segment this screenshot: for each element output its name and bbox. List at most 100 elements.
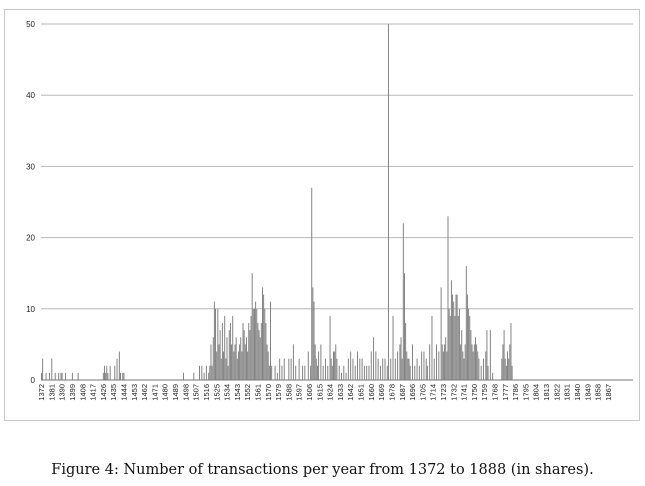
x-tick-label: 1381 [47, 384, 56, 401]
bar-1656 [366, 365, 368, 380]
x-tick-label: 1795 [521, 384, 530, 401]
bar-1636 [343, 365, 345, 380]
bar-1744 [466, 294, 468, 380]
bar-1582 [281, 365, 283, 380]
bar-1530 [221, 323, 223, 380]
bar-1555 [250, 315, 252, 380]
bar-1630 [336, 358, 338, 380]
bar-1538 [231, 344, 233, 380]
bar-1704 [421, 351, 423, 380]
bar-1715 [433, 358, 435, 380]
bar-1528 [219, 330, 221, 380]
bar-1532 [224, 315, 226, 380]
bar-1443 [122, 372, 124, 380]
bar-1436 [114, 365, 116, 380]
bars [41, 24, 513, 380]
bar-1556 [251, 273, 253, 380]
bar-1694 [409, 365, 411, 380]
bar-1743 [465, 266, 467, 380]
bar-1540 [233, 351, 235, 380]
bar-1561 [257, 323, 259, 380]
y-tick-label: 10 [26, 305, 35, 314]
bar-1602 [304, 365, 306, 380]
x-tick-label: 1705 [418, 384, 427, 401]
bar-1428 [105, 372, 107, 380]
bar-1764 [489, 330, 491, 380]
bar-1654 [363, 365, 365, 380]
bar-1496 [182, 372, 184, 380]
bar-1573 [271, 365, 273, 380]
bar-1779 [507, 351, 509, 380]
x-tick-label: 1777 [501, 384, 510, 401]
bar-1687 [401, 358, 403, 380]
bar-1752 [476, 344, 478, 380]
bar-1719 [438, 351, 440, 380]
bar-1399 [71, 372, 73, 380]
bar-1543 [236, 358, 238, 380]
bar-1552 [247, 351, 249, 380]
bar-1713 [431, 315, 433, 380]
x-tick-label: 1813 [542, 384, 551, 401]
bar-1613 [316, 365, 318, 380]
bar-1726 [446, 351, 448, 380]
bar-1559 [255, 301, 257, 380]
x-tick-label: 1624 [326, 384, 335, 401]
bar-1728 [448, 308, 450, 380]
bar-1611 [314, 344, 316, 380]
bar-1608 [311, 187, 313, 380]
bar-1565 [261, 287, 263, 380]
x-tick-label: 1435 [109, 384, 118, 401]
figure-caption: Figure 4: Number of transactions per yea… [51, 462, 594, 478]
bar-1711 [429, 344, 431, 380]
x-axis-labels: 1372 1381 1390 1399 1408 1417 1426 1435 1444 1453… [37, 384, 613, 401]
x-tick-label: 1669 [377, 384, 386, 401]
bar-1629 [335, 344, 337, 380]
x-tick-label: 1543 [233, 384, 242, 401]
bar-1730 [450, 280, 452, 380]
bar-1426 [102, 372, 104, 380]
bar-1624 [329, 315, 331, 380]
bar-1675 [387, 24, 389, 380]
x-tick-label: 1786 [511, 384, 520, 401]
bar-1514 [203, 372, 205, 380]
x-tick-label: 1399 [68, 384, 77, 401]
bar-1664 [375, 351, 377, 380]
bar-1520 [210, 344, 212, 380]
bar-1381 [51, 358, 53, 380]
bar-1404 [77, 372, 79, 380]
bar-1519 [209, 365, 211, 380]
bar-1736 [457, 315, 459, 380]
bar-1444 [123, 372, 125, 380]
bar-1568 [265, 323, 267, 380]
bar-1545 [239, 344, 241, 380]
bar-1735 [456, 294, 458, 380]
x-tick-label: 1750 [470, 384, 479, 401]
bar-1523 [213, 301, 215, 380]
bar-1554 [249, 330, 251, 380]
bar-1734 [455, 294, 457, 380]
bar-1766 [492, 372, 494, 380]
x-tick-label: 1534 [223, 384, 232, 401]
x-tick-label: 1867 [604, 384, 613, 401]
bar-1512 [201, 365, 203, 380]
x-tick-label: 1372 [37, 384, 46, 401]
bar-1742 [464, 344, 466, 380]
bar-1640 [347, 358, 349, 380]
x-tick-label: 1687 [398, 384, 407, 401]
bar-1679 [392, 315, 394, 380]
bar-1783 [511, 365, 513, 380]
bar-1674 [386, 365, 388, 380]
bar-1534 [226, 337, 228, 380]
bar-1510 [199, 365, 200, 380]
bar-1529 [220, 358, 222, 380]
x-tick-label: 1408 [78, 384, 87, 401]
bar-1741 [463, 358, 465, 380]
bar-1588 [288, 358, 290, 380]
bar-1668 [379, 365, 381, 380]
x-tick-label: 1606 [305, 384, 314, 401]
bar-1722 [441, 344, 443, 380]
bar-1605 [307, 351, 309, 380]
x-tick-label: 1579 [274, 384, 283, 401]
chart-svg: 0 10 20 30 40 50 1372 1381 1390 1399 1408 1417 1426… [26, 20, 633, 401]
x-tick-label: 1516 [202, 384, 211, 401]
